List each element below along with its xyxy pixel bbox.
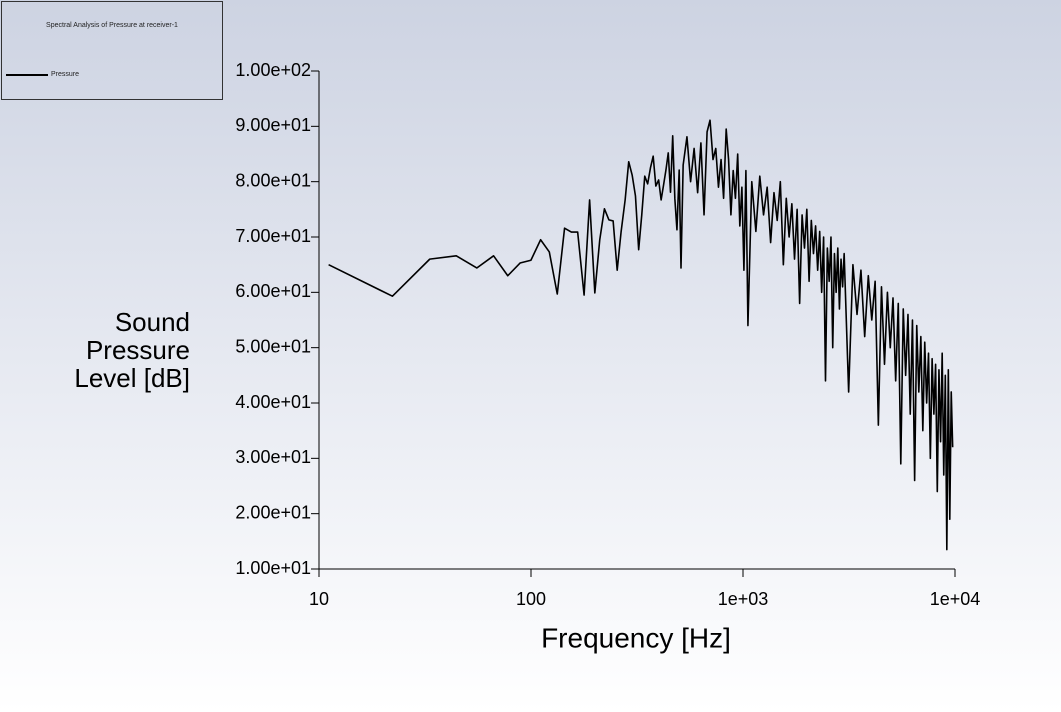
y-tick-label: 7.00e+01 (235, 226, 311, 246)
y-tick-label: 6.00e+01 (235, 281, 311, 301)
x-tick-label: 10 (309, 589, 329, 609)
y-tick-label: 8.00e+01 (235, 170, 311, 190)
y-tick-label: 1.00e+01 (235, 558, 311, 578)
legend-title: Spectral Analysis of Pressure at receive… (46, 22, 178, 29)
x-tick-label: 100 (516, 589, 546, 609)
y-tick-label: 2.00e+01 (235, 502, 311, 522)
y-tick-label: 5.00e+01 (235, 336, 311, 356)
legend-label: Pressure (51, 71, 80, 78)
y-tick-label: 9.00e+01 (235, 115, 311, 135)
legend: Spectral Analysis of Pressure at receive… (1, 1, 223, 100)
y-axis-label: Sound Pressure Level [dB] (74, 307, 190, 393)
data-line (328, 119, 954, 551)
x-tick-label: 1e+03 (718, 589, 769, 609)
x-tick-label: 1e+04 (930, 589, 981, 609)
y-tick-label: 3.00e+01 (235, 447, 311, 467)
x-axis-label: Frequency [Hz] (541, 622, 731, 653)
y-tick-label: 1.00e+02 (235, 60, 311, 80)
y-tick-label: 4.00e+01 (235, 392, 311, 412)
legend-swatch (6, 74, 48, 76)
